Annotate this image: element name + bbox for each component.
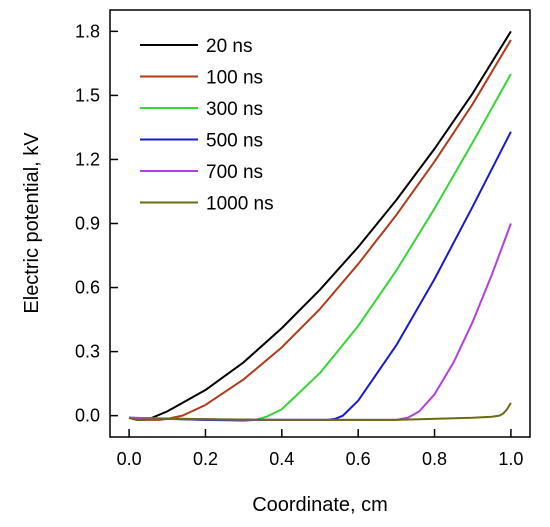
- legend-label: 500 ns: [206, 131, 263, 152]
- x-tick-label: 0.4: [269, 449, 294, 469]
- x-axis: 0.0 0.2 0.4 0.6 0.8 1.0: [117, 429, 523, 469]
- x-tick-label: 0.8: [422, 449, 447, 469]
- legend-label: 1000 ns: [206, 194, 274, 215]
- y-tick-label: 1.8: [75, 21, 100, 41]
- legend-label: 700 ns: [206, 162, 263, 183]
- legend-label: 300 ns: [206, 99, 263, 120]
- legend-label: 20 ns: [206, 36, 252, 57]
- x-tick-label: 0.2: [193, 449, 218, 469]
- y-tick-label: 1.5: [75, 85, 100, 105]
- y-axis-label: Electric potential, kV: [21, 132, 43, 314]
- y-axis: 0.0 0.3 0.6 0.9 1.2 1.5 1.8: [75, 21, 118, 426]
- y-tick-label: 0.3: [75, 342, 100, 362]
- x-tick-label: 1.0: [498, 449, 523, 469]
- y-tick-label: 0.9: [75, 214, 100, 234]
- series-lines: [128, 30, 512, 422]
- x-axis-label: Coordinate, cm: [252, 494, 388, 516]
- y-tick-label: 0.0: [75, 406, 100, 426]
- x-tick-label: 0.0: [117, 449, 142, 469]
- x-tick-label: 0.6: [346, 449, 371, 469]
- plot-frame: [109, 9, 531, 438]
- y-tick-label: 0.6: [75, 278, 100, 298]
- legend: 20 ns 100 ns 300 ns 500 ns 700 ns 1000 ns: [140, 36, 274, 215]
- series-line-1000-ns: [128, 402, 512, 421]
- y-tick-label: 1.2: [75, 149, 100, 169]
- legend-label: 100 ns: [206, 68, 263, 89]
